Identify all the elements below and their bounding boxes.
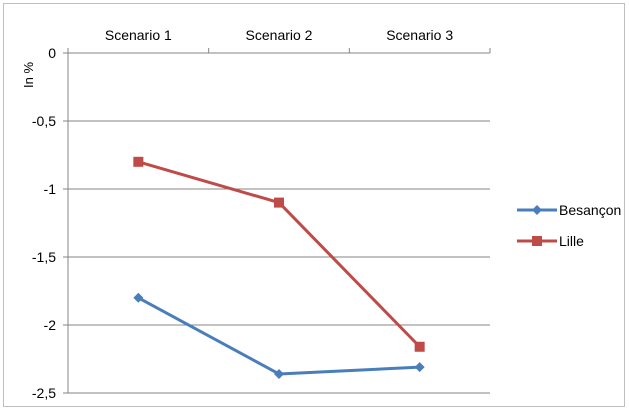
legend: Besançon Lille: [517, 202, 621, 249]
gridlines: [68, 120, 490, 394]
y-tick-label: -1,5: [32, 249, 56, 265]
data-point: [133, 156, 144, 167]
data-point: [133, 292, 144, 303]
x-tick-label: Scenario 3: [386, 27, 453, 43]
y-tick-label: -2,5: [32, 385, 56, 401]
legend-label: Besançon: [559, 202, 621, 218]
legend-marker: [532, 236, 542, 246]
y-axis-title: In %: [21, 62, 36, 88]
x-tick-label: Scenario 1: [105, 27, 172, 43]
series-line: [137, 296, 420, 376]
legend-marker: [532, 205, 542, 215]
legend-label: Lille: [559, 233, 584, 249]
data-point: [274, 368, 284, 379]
data-point: [414, 341, 425, 352]
y-tick-label: 0: [48, 45, 56, 61]
chart-frame: [3, 3, 625, 407]
axes: 0 -0,5 -1 -1,5 -2 -2,5 Scenario 1 Scenario 2 Sce…: [32, 27, 491, 401]
data-point: [414, 362, 425, 373]
series-layer: [133, 156, 425, 379]
y-tick-label: -0,5: [32, 113, 56, 129]
y-tick-label: -1: [44, 181, 57, 197]
y-tick-label: -2: [44, 317, 57, 333]
data-point: [274, 197, 284, 208]
x-tick-label: Scenario 2: [246, 27, 313, 43]
